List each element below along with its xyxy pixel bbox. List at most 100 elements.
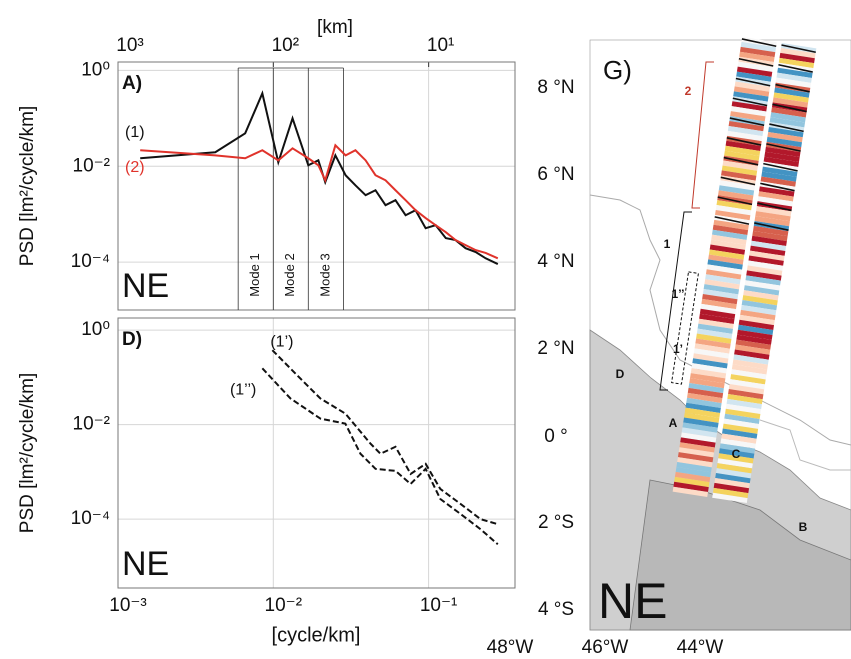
swaths [672,36,817,504]
swath-cell [720,438,756,449]
swath-front [714,216,750,225]
swath-cell [734,349,770,360]
swath-cell [682,422,718,433]
y-tick-label: 10⁰ [81,59,110,80]
swath-cell [727,125,764,137]
swath-cell [759,186,795,197]
swath-cell [722,428,758,439]
lon-label: 44°W [677,637,724,658]
swath-front [769,123,804,133]
y-axis-label: PSD [lm²/cycle/km] [17,373,38,533]
swath-cell [708,249,745,260]
swath-cell [721,165,758,176]
map-region: NE [598,573,667,629]
swath-cell [775,77,812,88]
swath-cell [691,363,727,374]
swath-front [760,182,795,192]
swath-cell [747,260,784,271]
panel-title: A) [122,73,142,94]
swath-cell [770,112,806,123]
swath-cell [708,254,744,265]
plot-frame [117,61,516,311]
swath-cell [719,180,755,191]
swath-cell [769,117,806,128]
swath-front [781,44,816,54]
swath-cell [733,354,769,365]
swath-cell [684,407,721,418]
swath-cell [676,462,712,473]
swath-cell [736,71,772,82]
x2-tick-label: 10³ [116,35,143,56]
lat-label: 0 ° [544,426,567,447]
swath-cell [688,382,724,394]
swath-cell [680,437,716,448]
swath-cell [731,364,768,375]
swath-cell [723,418,759,429]
swath-cell [734,344,771,355]
swath-cell [726,398,762,410]
x2-axis-label: [km] [317,17,353,38]
map [589,36,851,631]
swath-cell [725,403,762,415]
swath-cell [718,190,754,201]
mode-label: Mode 1 [247,253,262,296]
swath-cell [672,486,709,497]
swath-cell [694,343,730,354]
swath-front [723,156,759,166]
swath-cell [716,463,753,474]
swath-cell [757,196,793,207]
swath-cell [730,106,767,117]
swath-cell [707,259,743,270]
swath-cell [718,448,755,459]
plot-frame [117,317,516,589]
swath-front [720,176,756,186]
x-tick-label: 10⁻² [265,595,303,616]
swath-front [757,202,792,212]
swath-cell [778,57,815,69]
swath-cell [728,388,764,400]
bracket-1 [659,211,692,391]
swath-cell [696,328,733,339]
lat-label: 2 °N [537,338,574,359]
y-tick-label: 10⁰ [81,319,110,340]
swath-front [729,117,765,127]
land-dark [629,479,851,631]
swath-cell [767,131,803,143]
segment-label: 1’ [673,342,683,356]
swath-cell [760,176,796,187]
swath-cell [712,492,748,504]
swath-cell [703,284,740,295]
swath-cell [678,447,715,458]
swath-cell [719,443,756,454]
swath-cell [758,191,794,202]
swath-cell [737,61,774,72]
lat-label: 8 °N [537,77,574,98]
lat-label: 6 °N [537,164,574,185]
swath-cell [692,358,728,369]
swath-cell [702,289,739,300]
swath-cell [777,67,813,78]
swath-cell [746,270,782,281]
swath-cell [715,209,751,221]
x2-tick-label: 10² [272,35,299,56]
lon-label: 48°W [487,637,534,658]
swath-cell [743,285,780,296]
swath-cell [698,318,734,329]
panel-title: D) [122,329,142,350]
swath-cell [780,47,816,59]
swath-cell [728,384,765,395]
swath-cell [772,97,809,108]
swath-cell [766,136,802,148]
swath-cell [693,348,730,359]
swath-cell [765,146,801,158]
swath-cell [712,224,749,236]
swath-cell [749,250,785,261]
swath-cell [695,338,731,349]
swath-cell [716,200,752,211]
swath-cell [722,423,759,434]
swath-front [732,97,768,107]
swath-cell [689,378,725,389]
swath-cell [710,239,746,250]
swath-cell [742,295,778,306]
